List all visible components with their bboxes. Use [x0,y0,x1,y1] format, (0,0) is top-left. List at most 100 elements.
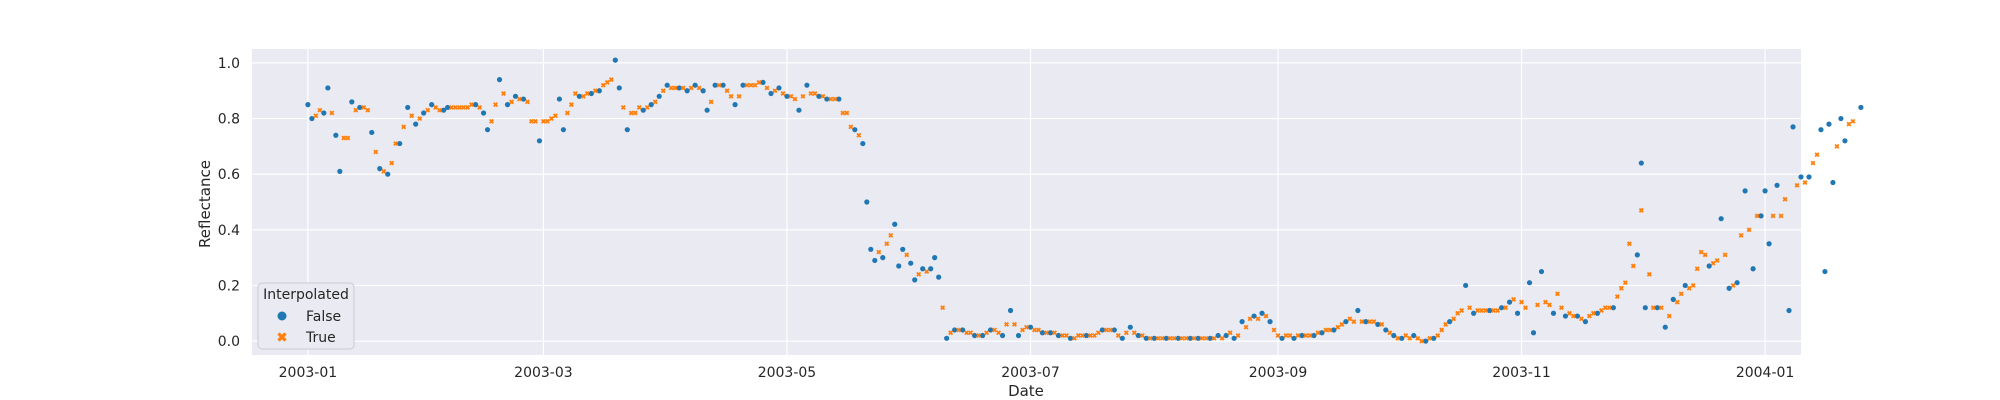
data-point-false [1239,319,1245,325]
legend-label-true: True [305,330,336,346]
data-point-true [524,99,530,105]
data-point-true [652,99,658,105]
data-point-true [828,96,834,102]
data-point-true [736,93,742,99]
data-point-false [1610,305,1616,311]
data-point-true [501,91,506,96]
data-point-true [1327,327,1333,333]
data-point-false [472,102,479,108]
data-point-false [1039,330,1046,336]
data-point-false [321,110,327,116]
data-point-true [672,85,678,91]
data-point-true [493,102,499,108]
data-point-false [429,102,435,108]
data-point-true [1754,213,1760,219]
data-point-false [932,255,938,261]
data-point-false [880,255,886,261]
data-point-false [1594,310,1600,316]
data-point-false [1818,127,1824,133]
data-point-false [1175,335,1181,341]
data-point-false [588,90,594,97]
data-point-true [1403,333,1409,339]
data-point-false [616,85,622,91]
data-point-true [1183,335,1189,341]
data-point-true [1491,308,1497,313]
data-point-true [1179,335,1185,341]
data-point-true [788,93,794,99]
data-point-false [1487,307,1493,314]
data-point-true [876,249,882,255]
data-point-true [1802,180,1808,186]
legend-marker-true [277,332,287,342]
data-point-true [1602,305,1608,311]
data-point-false [349,99,355,105]
data-point-true [1227,330,1233,336]
data-point-false [1343,319,1349,325]
data-point-true [1543,299,1548,305]
data-point-true [1503,305,1509,311]
data-point-true [1211,335,1217,341]
data-point-true [1714,257,1720,263]
data-point-true [668,85,674,91]
data-point-true [1435,333,1441,339]
data-point-true [469,102,475,108]
data-point-true [1107,327,1113,333]
data-point-false [760,79,766,85]
x-tick-label: 2003-07 [1001,365,1060,381]
data-point-false [868,246,874,252]
data-point-false [520,96,527,102]
data-point-false [484,127,491,133]
data-point-false [536,138,543,144]
y-tick-label: 0.6 [218,167,240,183]
data-point-false [1047,330,1054,336]
y-tick-label: 0.4 [218,223,240,239]
data-point-true [728,93,734,99]
data-point-false [421,110,427,116]
data-point-true [1043,330,1049,336]
data-point-true [600,82,606,88]
data-point-true [1004,321,1010,327]
data-point-false [1734,280,1740,286]
data-point-true [1459,308,1465,313]
data-point-false [1291,335,1297,341]
data-point-true [417,116,423,122]
data-point-true [365,107,371,113]
series-false-points [305,57,1864,344]
data-point-true [1407,335,1413,341]
data-point-false [1223,332,1229,339]
data-point-true [477,104,483,110]
data-point-true [1095,330,1101,336]
data-point-false [1299,332,1305,339]
data-point-true [1339,321,1345,327]
data-point-true [1159,335,1165,341]
data-point-true [660,88,666,94]
data-point-false [1830,179,1836,186]
x-tick-label: 2003-01 [279,365,338,381]
data-point-true [604,79,610,85]
y-axis-label: Reflectance [196,160,214,248]
data-point-false [1582,319,1589,325]
data-point-false [1163,335,1169,341]
data-point-true [1535,302,1540,308]
data-point-false [824,96,830,102]
data-point-true [1519,299,1525,305]
data-point-true [1475,308,1481,313]
data-point-true [433,104,439,110]
data-point-true [996,330,1002,336]
data-point-false [576,93,582,99]
data-point-false [357,104,363,111]
data-point-false [596,88,602,94]
plot-background [252,49,1801,355]
data-point-true [632,110,638,116]
grid-lines [252,49,1801,355]
data-point-true [1710,260,1716,266]
data-point-true [528,118,534,124]
data-point-false [1726,285,1732,291]
data-point-true [756,79,762,85]
data-point-true [832,96,838,102]
data-point-true [820,93,826,99]
x-tick-label: 2004-01 [1736,365,1795,381]
data-point-true [1139,333,1145,339]
data-point-true [1702,252,1708,258]
